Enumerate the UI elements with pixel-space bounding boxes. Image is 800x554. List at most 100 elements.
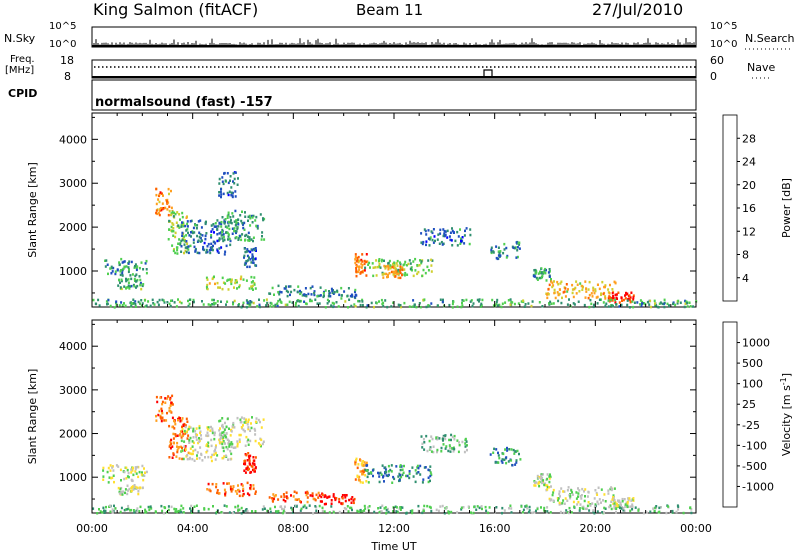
heatmap-cell [221,456,224,460]
heatmap-cell [321,509,324,513]
heatmap-cell [110,272,113,275]
heatmap-cell [589,298,592,302]
heatmap-cell [385,509,388,512]
heatmap-cell [387,261,390,265]
heatmap-cell [191,440,194,443]
heatmap-cell [396,510,399,514]
heatmap-cell [436,238,439,241]
heatmap-cell [134,303,137,306]
heatmap-cell [199,240,202,243]
heatmap-cell [139,283,142,287]
heatmap-cell [173,507,176,511]
heatmap-cell [183,239,186,243]
heatmap-cell [134,305,137,308]
heatmap-cell [178,238,181,241]
heatmap-cell [125,277,127,281]
heatmap-cell [242,424,244,427]
heatmap-cell [357,299,360,303]
heatmap-cell [292,495,295,498]
heatmap-cell [201,459,204,462]
heatmap-cell [122,490,124,493]
heatmap-cell [242,223,244,226]
heatmap-cell [547,293,550,296]
heatmap-cell [458,443,461,447]
heatmap-cell [131,485,134,488]
velocity-colorbar-label: Velocity [m s-1] [779,373,793,456]
heatmap-cell [135,472,138,475]
heatmap-cell [193,245,196,249]
heatmap-cell [436,438,439,441]
heatmap-cell [422,509,425,512]
heatmap-cell [134,300,137,303]
heatmap-cell [385,474,388,477]
heatmap-cell [102,478,105,481]
heatmap-cell [304,491,307,494]
heatmap-cell [253,459,256,462]
heatmap-cell [224,250,227,253]
heatmap-cell [284,287,287,290]
heatmap-cell [398,478,401,482]
heatmap-cell [356,475,359,478]
heatmap-cell [220,193,223,196]
heatmap-cell [211,303,214,306]
heatmap-cell [429,471,432,474]
heatmap-cell [365,306,368,309]
heatmap-cell [347,287,350,290]
heatmap-cell [170,438,173,442]
heatmap-cell [186,457,189,461]
heatmap-cell [144,471,146,474]
heatmap-cell [220,434,223,438]
x-tick-label: 20:00 [579,522,611,535]
heatmap-cell [501,458,504,461]
heatmap-cell [244,215,247,218]
heatmap-cell [389,468,392,472]
heatmap-cell [363,259,366,263]
heatmap-cell [453,447,456,451]
heatmap-cell [222,440,225,443]
heatmap-cell [417,466,420,470]
colorbar-tick-label: -100 [742,439,767,452]
heatmap-cell [287,290,290,294]
heatmap-cell [233,511,235,514]
heatmap-cell [295,491,298,495]
heatmap-cell [655,304,658,307]
heatmap-cell [484,505,487,509]
heatmap-cell [429,506,432,509]
heatmap-cell [535,276,538,280]
heatmap-cell [321,506,324,510]
heatmap-cell [136,265,139,268]
heatmap-cell [179,243,182,246]
heatmap-cell [109,510,112,513]
heatmap-cell [271,497,274,500]
heatmap-cell [466,444,468,447]
heatmap-cell [381,504,384,507]
heatmap-cell [174,231,177,235]
heatmap-cell [210,459,213,463]
heatmap-cell [456,230,459,234]
heatmap-cell [309,299,311,303]
heatmap-cell [587,490,590,494]
heatmap-cell [206,488,209,491]
heatmap-cell [630,291,633,294]
heatmap-cell [444,233,447,237]
heatmap-cell [433,235,436,238]
heatmap-cell [245,262,247,265]
heatmap-cell [157,303,160,307]
heatmap-cell [470,299,473,302]
heatmap-cell [588,280,591,284]
heatmap-cell [229,243,232,247]
heatmap-cell [223,172,225,175]
heatmap-cell [253,276,256,279]
heatmap-cell [314,505,317,508]
heatmap-cell [250,285,253,288]
heatmap-cell [248,214,251,218]
heatmap-cell [538,276,541,280]
heatmap-cell [130,277,133,281]
heatmap-cell [359,509,362,512]
heatmap-cell [459,228,461,231]
heatmap-cell [240,416,243,419]
heatmap-cell [218,237,221,240]
heatmap-cell [254,219,257,222]
heatmap-cell [253,281,256,285]
